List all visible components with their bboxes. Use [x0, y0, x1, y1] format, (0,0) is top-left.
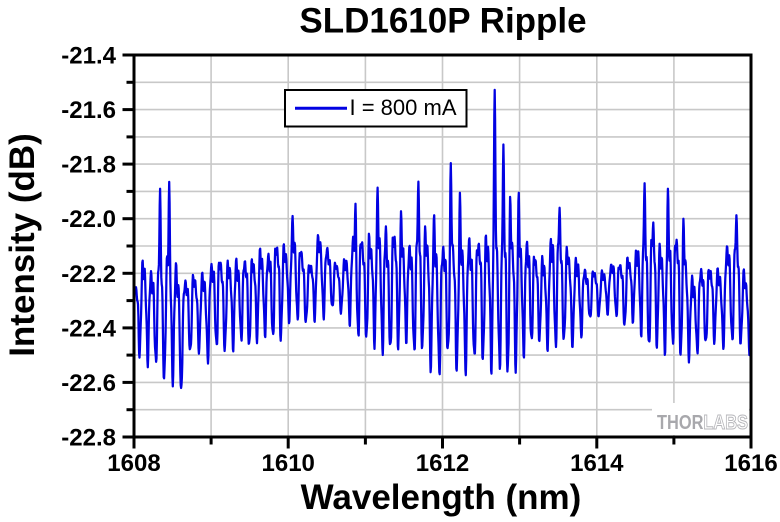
svg-text:Intensity (dB): Intensity (dB) [3, 133, 42, 357]
svg-text:-22.0: -22.0 [61, 206, 116, 233]
svg-text:-22.4: -22.4 [61, 315, 116, 342]
svg-text:1610: 1610 [262, 450, 315, 477]
svg-text:I = 800 mA: I = 800 mA [350, 95, 457, 120]
svg-text:1608: 1608 [107, 450, 160, 477]
svg-text:1616: 1616 [724, 450, 777, 477]
svg-text:SLD1610P Ripple: SLD1610P Ripple [299, 2, 586, 41]
svg-text:THORLABS: THORLABS [657, 411, 748, 434]
svg-text:1612: 1612 [416, 450, 469, 477]
svg-text:Wavelength (nm): Wavelength (nm) [301, 478, 582, 517]
svg-text:-21.6: -21.6 [61, 97, 116, 124]
svg-text:-22.6: -22.6 [61, 370, 116, 397]
svg-text:1614: 1614 [570, 450, 624, 477]
svg-text:-21.4: -21.4 [61, 43, 116, 70]
svg-text:-22.2: -22.2 [61, 261, 116, 288]
svg-text:-21.8: -21.8 [61, 152, 116, 179]
svg-text:-22.8: -22.8 [61, 425, 116, 452]
